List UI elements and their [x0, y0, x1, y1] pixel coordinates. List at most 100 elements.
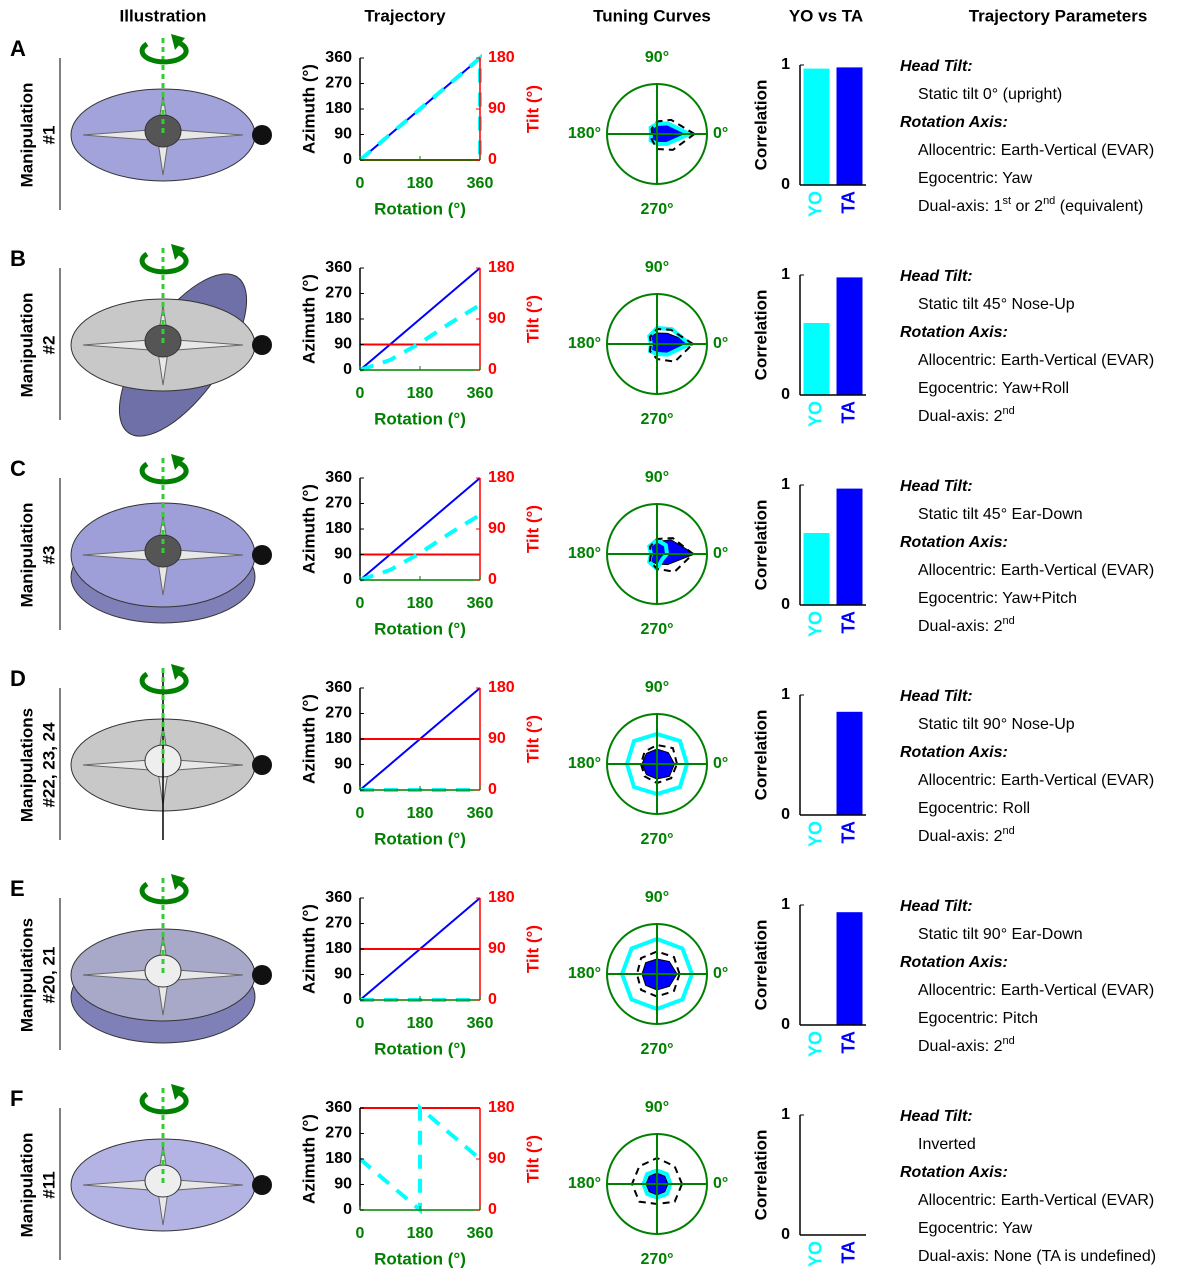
- bar: [837, 67, 863, 185]
- trajectory-chart: 0901802703600901800180360Rotation (°)Azi…: [299, 469, 542, 638]
- category-label: YO: [805, 191, 825, 217]
- ball: [252, 545, 272, 565]
- bar: [837, 712, 863, 815]
- theta-label: 90°: [645, 259, 669, 276]
- manipulation-label: Manipulation: [17, 83, 36, 188]
- theta-label: 180°: [568, 965, 601, 982]
- theta-label: 0°: [713, 965, 728, 982]
- figure: Illustration Trajectory Tuning Curves YO…: [0, 0, 1200, 1274]
- param-value: Static tilt 90° Ear-Down: [918, 926, 1083, 943]
- trajectory-line: [360, 515, 480, 580]
- y2-tick-label: 180: [488, 49, 515, 66]
- y2-axis-label: Tilt (°): [523, 925, 542, 973]
- manipulation-label: #3: [39, 546, 58, 565]
- x-tick-label: 180: [407, 595, 434, 612]
- x-tick-label: 360: [467, 385, 494, 402]
- y-tick-label: 0: [781, 386, 790, 403]
- y-tick-label: 0: [343, 781, 352, 798]
- y-axis-label: Azimuth (°): [299, 1114, 318, 1204]
- y2-tick-label: 0: [488, 151, 497, 168]
- category-label: YO: [805, 1241, 825, 1267]
- param-value: Egocentric: Pitch: [918, 1010, 1038, 1027]
- y-axis-label: Correlation: [751, 920, 770, 1011]
- column-header: Trajectory: [364, 6, 446, 25]
- y-tick-label: 270: [325, 915, 352, 932]
- theta-label: 90°: [645, 679, 669, 696]
- ball: [252, 755, 272, 775]
- trajectory-line: [360, 478, 480, 580]
- y-tick-label: 360: [325, 889, 352, 906]
- y-tick-label: 270: [325, 285, 352, 302]
- y2-tick-label: 180: [488, 679, 515, 696]
- param-heading: Rotation Axis:: [900, 744, 1008, 761]
- ball: [252, 1175, 272, 1195]
- category-label: TA: [838, 611, 858, 634]
- param-value: Static tilt 45° Nose-Up: [918, 296, 1075, 313]
- trajectory-chart: 0901802703600901800180360Rotation (°)Azi…: [299, 49, 542, 218]
- text-span: Dual-axis: 2: [918, 408, 1003, 425]
- param-heading: Rotation Axis:: [900, 534, 1008, 551]
- panel-letter: F: [10, 1086, 23, 1111]
- category-label: YO: [805, 821, 825, 847]
- illustration: [71, 34, 272, 181]
- x-tick-label: 180: [407, 175, 434, 192]
- param-value: Dual-axis: 1st or 2nd (equivalent): [918, 195, 1143, 215]
- param-value: Static tilt 90° Nose-Up: [918, 716, 1075, 733]
- theta-label: 180°: [568, 755, 601, 772]
- manipulation-label: #2: [39, 336, 58, 355]
- x-axis-label: Rotation (°): [374, 829, 466, 848]
- y-tick-label: 360: [325, 679, 352, 696]
- y-tick-label: 360: [325, 1099, 352, 1116]
- param-heading: Head Tilt:: [900, 268, 973, 285]
- y2-tick-label: 90: [488, 100, 506, 117]
- y2-tick-label: 90: [488, 310, 506, 327]
- y-tick-label: 0: [343, 991, 352, 1008]
- theta-label: 180°: [568, 545, 601, 562]
- theta-label: 0°: [713, 1175, 728, 1192]
- param-heading: Head Tilt:: [900, 898, 973, 915]
- y-tick-label: 0: [781, 1016, 790, 1033]
- y-tick-label: 0: [343, 1201, 352, 1218]
- theta-label: 90°: [645, 889, 669, 906]
- x-tick-label: 0: [356, 595, 365, 612]
- y2-tick-label: 180: [488, 469, 515, 486]
- illustration: [71, 1084, 272, 1231]
- column-header: Trajectory Parameters: [969, 6, 1148, 25]
- y2-tick-label: 90: [488, 1150, 506, 1167]
- y2-axis-label: Tilt (°): [523, 295, 542, 343]
- x-tick-label: 0: [356, 385, 365, 402]
- x-tick-label: 180: [407, 385, 434, 402]
- param-value: Dual-axis: 2nd: [918, 615, 1015, 635]
- param-value: Egocentric: Roll: [918, 800, 1030, 817]
- category-label: YO: [805, 401, 825, 427]
- param-value: Allocentric: Earth-Vertical (EVAR): [918, 1192, 1154, 1209]
- theta-label: 270°: [640, 831, 673, 848]
- text-span: Dual-axis: 2: [918, 618, 1003, 635]
- y-tick-label: 1: [781, 476, 790, 493]
- y2-tick-label: 180: [488, 1099, 515, 1116]
- text-span: Dual-axis: None (TA is undefined): [918, 1248, 1156, 1265]
- bar-chart: YOTA01Correlation: [751, 896, 866, 1057]
- y-tick-label: 270: [325, 495, 352, 512]
- y-tick-label: 270: [325, 75, 352, 92]
- y2-tick-label: 0: [488, 361, 497, 378]
- y2-tick-label: 0: [488, 991, 497, 1008]
- y-tick-label: 90: [334, 546, 352, 563]
- x-tick-label: 0: [356, 1015, 365, 1032]
- manipulation-label: #22, 23, 24: [39, 722, 58, 808]
- ball: [252, 965, 272, 985]
- x-tick-label: 360: [467, 1015, 494, 1032]
- tuning-chart: 90°180°0°270°: [568, 889, 728, 1058]
- param-heading: Rotation Axis:: [900, 1164, 1008, 1181]
- y-axis-label: Correlation: [751, 80, 770, 171]
- x-axis-label: Rotation (°): [374, 1249, 466, 1268]
- y-tick-label: 180: [325, 1150, 352, 1167]
- category-label: YO: [805, 1031, 825, 1057]
- theta-label: 90°: [645, 49, 669, 66]
- x-axis-label: Rotation (°): [374, 619, 466, 638]
- x-tick-label: 360: [467, 175, 494, 192]
- illustration: [71, 664, 272, 840]
- x-tick-label: 0: [356, 175, 365, 192]
- bar-chart: YOTA01Correlation: [751, 266, 866, 427]
